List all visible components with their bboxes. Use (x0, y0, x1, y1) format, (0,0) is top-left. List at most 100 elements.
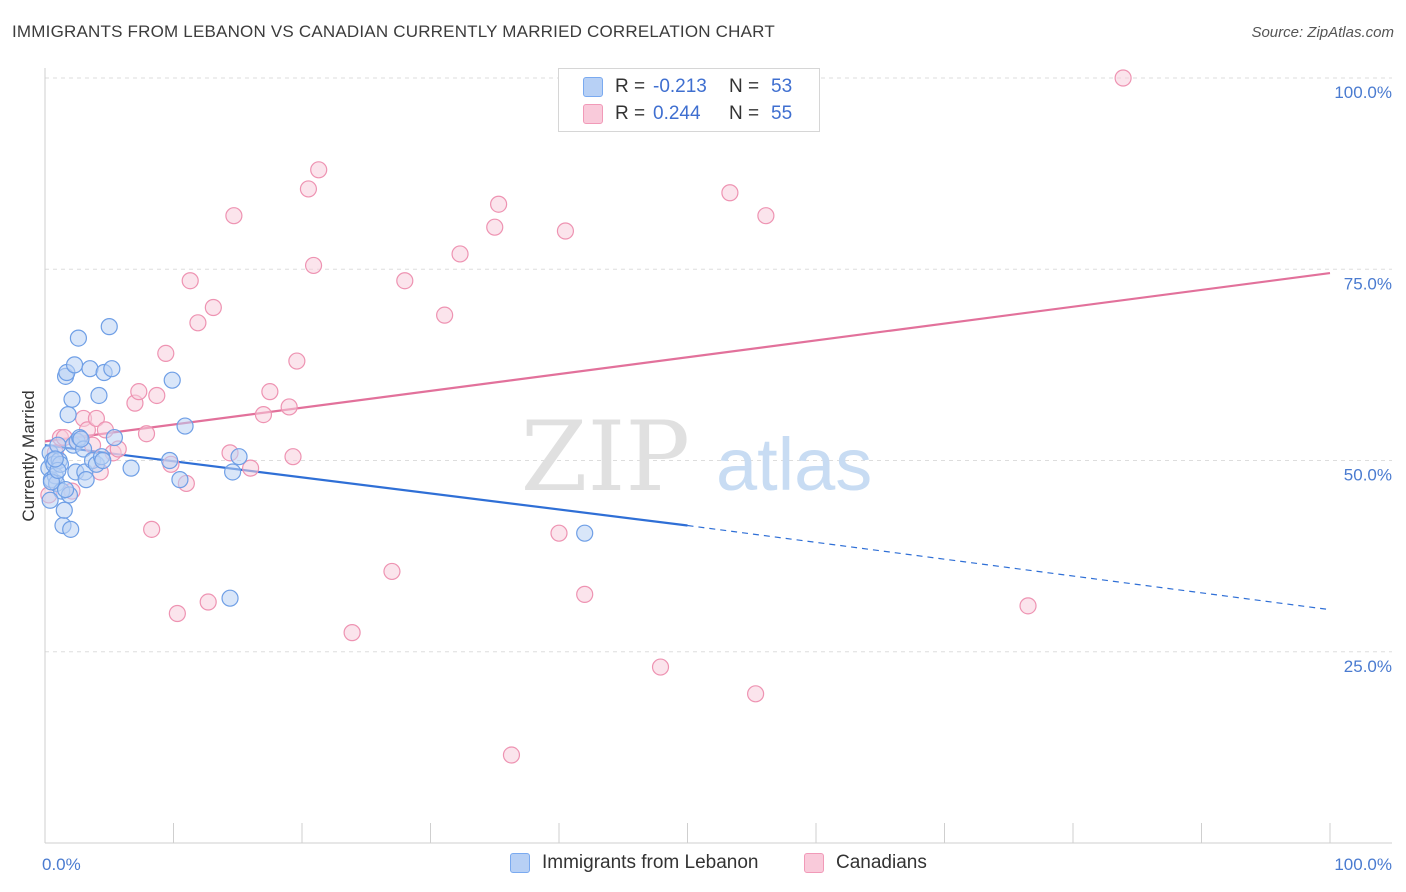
legend-r-label: R = (615, 76, 646, 97)
gridlines (45, 77, 1392, 653)
data-point-canadians (157, 344, 175, 362)
data-point-canadians (1114, 69, 1132, 87)
data-point-lebanon (161, 451, 179, 470)
trend-line-lebanon (44, 444, 688, 527)
data-point-canadians (137, 425, 156, 443)
data-point-canadians (204, 298, 222, 317)
legend-row-canadians: R = 0.244 N = 55 (583, 102, 792, 126)
legend-row-lebanon: R = -0.213 N = 53 (583, 75, 792, 99)
data-point-lebanon (90, 386, 108, 405)
data-point-canadians (143, 520, 161, 538)
data-point-canadians (556, 222, 575, 240)
trend-line-lebanon-extension (687, 524, 1331, 611)
data-point-canadians (383, 562, 401, 581)
series-label-canadians: Canadians (836, 852, 927, 873)
data-point-lebanon (230, 448, 248, 466)
data-point-lebanon (576, 524, 594, 542)
watermark-atlas: atlas (716, 423, 872, 506)
data-point-canadians (280, 398, 298, 416)
data-point-canadians (284, 448, 302, 466)
data-point-canadians (130, 383, 148, 401)
data-point-lebanon (176, 417, 194, 435)
legend-n-value: 53 (771, 76, 793, 97)
data-point-canadians (721, 184, 739, 202)
data-point-canadians (486, 218, 504, 236)
chart-source: Source: ZipAtlas.com (1251, 24, 1394, 41)
series-swatch-lebanon (510, 853, 530, 873)
x-tick-label: 0.0% (42, 855, 81, 874)
data-point-lebanon (55, 501, 73, 519)
legend-swatch-lebanon (583, 77, 603, 97)
y-tick-label: 75.0% (1344, 274, 1392, 293)
data-point-canadians (225, 207, 243, 225)
data-point-lebanon (69, 329, 88, 347)
data-point-canadians (502, 746, 521, 764)
data-point-lebanon (100, 318, 118, 336)
data-point-lebanon (221, 589, 239, 607)
data-point-canadians (288, 352, 306, 370)
data-point-lebanon (41, 491, 59, 509)
series-swatch-canadians (804, 853, 824, 873)
data-point-lebanon (62, 520, 80, 538)
data-point-canadians (436, 306, 454, 324)
data-point-canadians (576, 585, 594, 603)
data-point-canadians (199, 593, 217, 611)
data-point-canadians (343, 624, 361, 642)
data-point-lebanon (224, 463, 242, 481)
data-point-lebanon (103, 360, 121, 378)
data-point-lebanon (59, 406, 77, 424)
data-point-lebanon (77, 471, 95, 489)
data-point-lebanon (163, 371, 181, 389)
data-point-lebanon (81, 360, 99, 378)
data-point-lebanon (105, 428, 123, 447)
y-axis-label: Currently Married (19, 390, 38, 521)
x-tick-label: 100.0% (1334, 855, 1392, 874)
data-point-canadians (189, 314, 207, 332)
correlation-legend: R = -0.213 N = 53 R = 0.244 N = 55 (558, 68, 820, 132)
data-point-canadians (550, 524, 568, 542)
data-point-canadians (242, 459, 260, 477)
data-point-canadians (490, 195, 508, 213)
data-point-canadians (651, 658, 670, 676)
series-legend-canadians: Canadians (804, 852, 927, 874)
data-point-lebanon (46, 450, 64, 468)
watermark: ZIP atlas (521, 401, 873, 513)
data-point-canadians (181, 272, 199, 290)
data-point-lebanon (72, 430, 90, 448)
tick-labels: 25.0% 50.0% 75.0% 100.0% 0.0% 100.0% (42, 83, 1392, 874)
series-legend: Immigrants from Lebanon Canadians (0, 852, 1406, 876)
legend-swatch-canadians (583, 104, 603, 124)
data-point-canadians (254, 406, 273, 424)
data-point-canadians (451, 245, 469, 263)
legend-n-label: N = (729, 76, 760, 97)
data-point-canadians (396, 272, 414, 290)
data-point-canadians (168, 604, 186, 623)
watermark-zip: ZIP (521, 401, 690, 513)
y-tick-label: 50.0% (1344, 466, 1392, 485)
data-point-canadians (1019, 597, 1037, 615)
data-point-lebanon (63, 390, 81, 408)
legend-r-value: 0.244 (653, 103, 701, 124)
data-point-canadians (87, 409, 106, 428)
series-label-lebanon: Immigrants from Lebanon (542, 852, 759, 873)
data-point-lebanon (122, 459, 140, 477)
data-point-canadians (310, 161, 328, 179)
legend-n-label: N = (729, 103, 760, 124)
data-point-canadians (299, 180, 318, 198)
data-point-lebanon (56, 480, 75, 499)
data-point-lebanon (65, 356, 84, 374)
data-point-lebanon (171, 471, 189, 489)
y-tick-label: 25.0% (1344, 657, 1392, 676)
legend-n-value: 55 (771, 103, 793, 124)
data-point-canadians (747, 685, 765, 703)
series-legend-lebanon: Immigrants from Lebanon (510, 852, 759, 874)
legend-r-label: R = (615, 103, 646, 124)
data-point-canadians (757, 207, 775, 225)
data-point-canadians (148, 386, 166, 405)
data-point-lebanon (94, 451, 112, 470)
legend-r-value: -0.213 (653, 76, 707, 97)
chart-title: IMMIGRANTS FROM LEBANON VS CANADIAN CURR… (12, 22, 775, 41)
data-points (40, 69, 1132, 764)
y-tick-label: 100.0% (1334, 83, 1392, 102)
